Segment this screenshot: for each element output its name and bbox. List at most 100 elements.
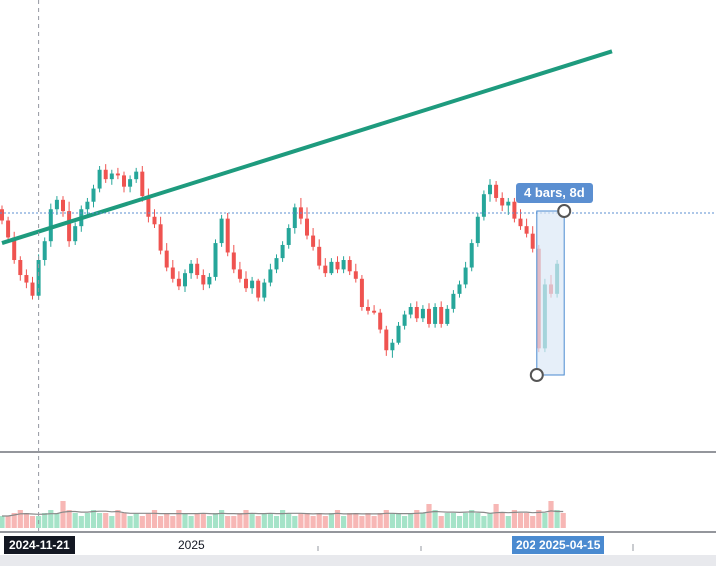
- volume-bar: [463, 513, 469, 528]
- volume-bar: [316, 513, 322, 528]
- volume-bar: [420, 513, 426, 528]
- volume-bar: [164, 513, 170, 528]
- candle-body: [317, 246, 322, 266]
- volume-bar: [536, 510, 542, 528]
- candle-body: [0, 209, 4, 221]
- candle-body: [292, 207, 297, 229]
- candle-body: [12, 237, 17, 260]
- candle-body: [103, 169, 108, 180]
- measure-handle-bottom[interactable]: [529, 368, 544, 382]
- candle-body: [378, 312, 383, 330]
- horizontal-scrollbar[interactable]: [0, 555, 716, 566]
- date-range-measure-box[interactable]: [536, 210, 565, 376]
- candle-body: [366, 307, 370, 311]
- candle-body: [146, 196, 151, 217]
- candle-body: [305, 218, 309, 236]
- volume-bar: [286, 513, 292, 528]
- candle-body: [445, 308, 450, 324]
- volume-bar: [17, 510, 23, 528]
- candle-body: [506, 201, 511, 206]
- candle-body: [390, 342, 395, 351]
- candle-body: [323, 265, 328, 274]
- volume-moving-average: [2, 510, 564, 517]
- volume-bar: [0, 516, 5, 528]
- candle-body: [335, 261, 340, 270]
- volume-bar: [145, 513, 151, 528]
- candle-body: [433, 307, 438, 324]
- candle-body: [524, 226, 529, 234]
- volume-bar: [133, 513, 139, 528]
- volume-bar: [11, 513, 17, 528]
- candle-body: [329, 261, 334, 274]
- candle-body: [67, 211, 72, 242]
- candle-body: [530, 233, 535, 249]
- volume-bar: [158, 516, 164, 528]
- volume-bar: [359, 516, 365, 528]
- volume-bar: [530, 516, 536, 528]
- volume-bar: [310, 516, 316, 528]
- candle-body: [481, 194, 486, 217]
- volume-bar: [151, 510, 158, 528]
- candle-body: [189, 263, 194, 274]
- trendline[interactable]: [1, 49, 613, 245]
- volume-bar: [97, 513, 103, 528]
- candle-body: [6, 220, 11, 238]
- volume-bar: [103, 513, 109, 528]
- volume-bar: [84, 513, 90, 528]
- volume-bar: [493, 504, 499, 528]
- candle-body: [73, 226, 78, 242]
- volume-bar: [450, 513, 456, 528]
- volume-bar: [438, 516, 444, 528]
- candle-body: [488, 184, 492, 195]
- measure-handle-top[interactable]: [557, 204, 572, 218]
- volume-bar: [194, 513, 200, 528]
- candle-body: [18, 260, 23, 276]
- volume-bar: [444, 513, 450, 528]
- range-end-date-label: 2025-04-15: [535, 536, 605, 554]
- candle-body: [97, 169, 102, 189]
- volume-bar: [243, 510, 249, 528]
- candle-body: [170, 267, 175, 279]
- candle-body: [402, 314, 407, 326]
- volume-bar: [402, 516, 408, 528]
- candle-body: [91, 188, 96, 202]
- candle-body: [109, 173, 114, 180]
- candle-body: [207, 276, 212, 285]
- candle-body: [286, 228, 291, 245]
- volume-bar: [273, 516, 280, 528]
- candle-body: [353, 271, 358, 279]
- volume-bar: [341, 516, 347, 528]
- candle-body: [311, 235, 316, 247]
- volume-bar: [511, 510, 517, 528]
- volume-bar: [499, 513, 505, 528]
- candle-body: [268, 269, 273, 283]
- candle-body: [408, 307, 413, 315]
- candle-body: [128, 179, 133, 187]
- crosshair-date-label: 2024-11-21: [4, 536, 75, 554]
- measure-label: 4 bars, 8d: [516, 183, 593, 203]
- volume-bar: [60, 501, 66, 528]
- volume-bar: [249, 513, 255, 528]
- volume-bar: [212, 513, 219, 528]
- candle-body: [512, 201, 517, 219]
- volume-bar: [231, 516, 237, 528]
- volume-bar: [353, 513, 359, 528]
- volume-bar: [304, 513, 310, 528]
- candle-body: [122, 175, 126, 187]
- volume-bar: [182, 513, 188, 528]
- volume-bar: [121, 513, 127, 528]
- candle-body: [158, 224, 163, 251]
- volume-bar: [322, 516, 328, 528]
- time-axis-year-label: 2025: [178, 538, 205, 552]
- volume-bar: [115, 510, 121, 528]
- volume-bar: [206, 516, 212, 528]
- volume-bar: [487, 513, 493, 528]
- candle-body: [152, 216, 157, 225]
- candle-body: [219, 218, 224, 244]
- candle-body: [280, 244, 285, 259]
- candle-body: [427, 308, 431, 324]
- volume-bar: [54, 513, 60, 528]
- candle-body: [469, 243, 474, 268]
- candle-body: [384, 329, 389, 351]
